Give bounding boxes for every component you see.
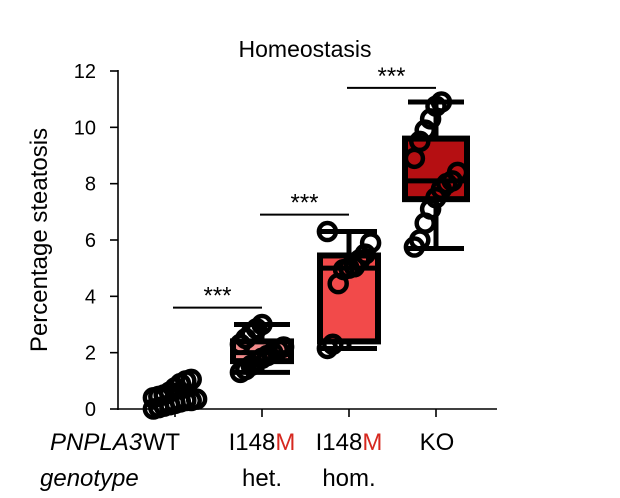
category-suffix: KO xyxy=(420,429,455,456)
category-sublabel-2: hom. xyxy=(322,465,375,492)
category-highlight: M xyxy=(362,429,382,456)
data-point xyxy=(316,220,339,243)
category-label-2: I148M xyxy=(316,429,383,456)
data-point xyxy=(251,313,273,336)
data-point xyxy=(185,388,208,410)
data-point xyxy=(409,130,431,153)
y-axis-ticks: 0 2 4 6 8 10 12 xyxy=(74,61,118,421)
data-point xyxy=(446,161,469,184)
category-label-3: KO xyxy=(420,429,455,456)
y-axis-label: Percentage steatosis xyxy=(26,128,53,352)
significance-label-0: *** xyxy=(203,283,231,310)
chart-title: Homeostasis xyxy=(239,36,372,62)
category-prefix: I148 xyxy=(229,429,276,456)
y-tick-label: 12 xyxy=(74,61,96,83)
box-group-1 xyxy=(229,313,295,384)
category-prefix: I148 xyxy=(316,429,363,456)
data-point xyxy=(414,119,436,141)
y-tick-label: 8 xyxy=(85,174,96,196)
significance-label-2: *** xyxy=(377,63,405,90)
significance-label-1: *** xyxy=(290,190,318,217)
box-group-0 xyxy=(142,368,208,420)
y-tick-label: 10 xyxy=(74,117,96,139)
category-suffix: WT xyxy=(143,429,181,456)
genotype-gene-label: PNPLA3 xyxy=(50,429,143,456)
data-point xyxy=(359,232,382,254)
y-tick-label: 4 xyxy=(85,286,96,308)
box-group-3 xyxy=(402,91,470,258)
data-point xyxy=(322,333,344,355)
data-point xyxy=(180,368,202,391)
data-point xyxy=(419,198,442,220)
box-group-2 xyxy=(316,220,382,360)
y-tick-label: 0 xyxy=(85,399,96,421)
genotype-label: genotype xyxy=(40,465,139,492)
data-point xyxy=(430,91,453,113)
category-highlight: M xyxy=(275,429,295,456)
category-label-0: WT xyxy=(143,429,181,456)
data-point xyxy=(272,336,295,358)
category-label-1: I148M xyxy=(229,429,296,456)
significance-brackets: *** *** *** xyxy=(173,63,436,310)
y-tick-label: 2 xyxy=(85,343,96,365)
category-sublabel-1: het. xyxy=(242,465,282,492)
data-point xyxy=(354,243,376,265)
box-groups xyxy=(142,91,470,420)
gene-name: PNPLA3 xyxy=(50,429,143,456)
y-tick-label: 6 xyxy=(85,230,96,252)
